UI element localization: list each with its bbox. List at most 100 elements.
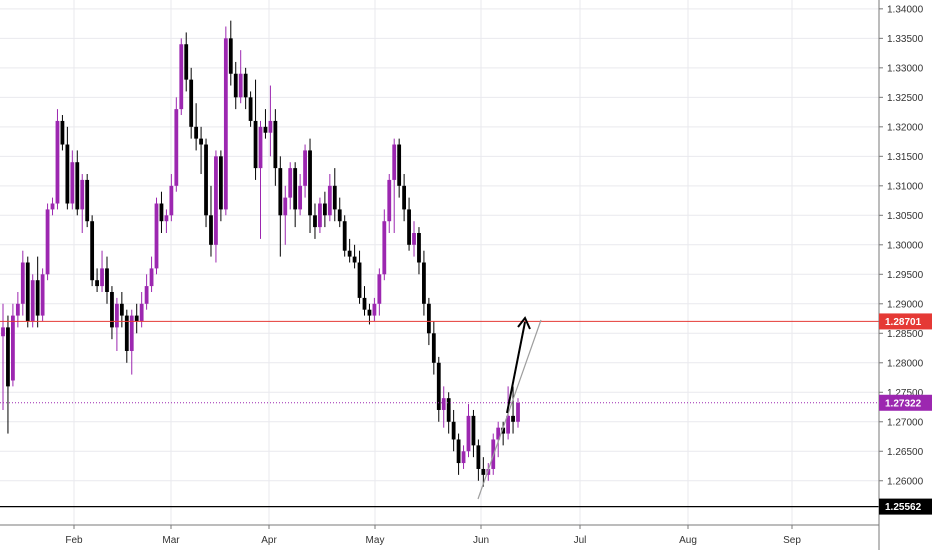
candle	[129, 309, 134, 375]
candle	[431, 321, 436, 375]
price-tick-label: 1.30500	[887, 211, 924, 222]
candle	[486, 463, 491, 481]
candle	[228, 20, 233, 86]
candle	[233, 61, 238, 110]
candle	[318, 197, 322, 234]
candle	[352, 244, 357, 269]
candle	[110, 286, 114, 340]
candle	[407, 197, 411, 251]
candle	[377, 268, 382, 316]
candle	[446, 392, 451, 434]
candle	[159, 191, 164, 234]
candle	[6, 315, 10, 434]
candle	[278, 156, 283, 257]
candle	[298, 174, 303, 216]
candle	[258, 120, 263, 239]
candle	[471, 409, 476, 458]
price-tick-label: 1.28000	[887, 358, 924, 369]
candle	[402, 174, 407, 222]
candle	[392, 138, 397, 234]
axes	[0, 0, 880, 550]
candle	[30, 274, 35, 328]
candle	[263, 109, 268, 139]
price-axis-ticks[interactable]: 1.34000 1.33500 1.33000 1.32500 1.32000 1.315…	[879, 4, 924, 487]
candle	[199, 126, 203, 175]
candle	[243, 67, 248, 110]
forecast-arrow-head	[517, 316, 531, 330]
price-tick-label: 1.33500	[887, 34, 924, 45]
candle	[35, 256, 40, 328]
price-tick-label: 1.26500	[887, 447, 924, 458]
candle	[332, 168, 337, 222]
candle	[119, 291, 124, 328]
trendline	[477, 319, 542, 500]
candle	[15, 291, 20, 328]
candle	[75, 150, 80, 216]
grid-lines	[0, 0, 879, 525]
horizontal-levels	[0, 320, 879, 508]
candle	[337, 197, 342, 228]
price-tick-label: 1.33000	[887, 63, 924, 74]
candle	[436, 356, 441, 422]
candle	[327, 174, 332, 222]
support-price-label: 1.25562	[879, 498, 932, 515]
candle	[154, 197, 159, 275]
candlestick-series	[1, 20, 520, 487]
candle	[357, 250, 362, 304]
time-tick-label: Jun	[473, 535, 489, 546]
price-tick-label: 1.32000	[887, 122, 924, 133]
price-tick-label: 1.34000	[887, 4, 924, 15]
candle	[288, 162, 293, 210]
candle	[313, 203, 317, 239]
candle	[184, 32, 189, 92]
time-tick-label: Jul	[574, 535, 587, 546]
candle	[451, 409, 456, 452]
candle	[105, 256, 109, 304]
time-axis-ticks[interactable]: Feb Mar Apr May Jun Jul Aug Sep	[65, 525, 801, 546]
candle	[45, 203, 50, 281]
price-tick-label: 1.26000	[887, 476, 924, 487]
candle	[218, 150, 223, 222]
time-tick-label: Aug	[679, 535, 697, 546]
price-tick-label: 1.27000	[887, 417, 924, 428]
price-labels: 1.28701 1.27322 1.25562	[879, 313, 932, 515]
time-tick-label: May	[366, 535, 385, 546]
candle	[496, 421, 501, 458]
candle	[65, 126, 70, 210]
candle	[214, 150, 218, 263]
candle	[209, 185, 213, 257]
candle	[412, 221, 416, 257]
candle	[417, 227, 421, 275]
candle	[100, 250, 104, 292]
candle	[174, 97, 179, 192]
candle	[60, 115, 65, 151]
candle	[70, 150, 75, 210]
candle	[144, 274, 149, 310]
price-tick-label: 1.31000	[887, 181, 924, 192]
time-tick-label: Sep	[783, 535, 801, 546]
candle	[362, 286, 367, 316]
candle	[283, 185, 288, 245]
candle	[308, 138, 312, 234]
candle	[238, 50, 243, 104]
time-tick-label: Feb	[65, 535, 83, 546]
candle	[204, 138, 208, 228]
resistance-price-label: 1.28701	[879, 313, 932, 330]
candle	[149, 256, 154, 292]
candle	[293, 162, 298, 228]
candle	[189, 67, 194, 139]
candle	[169, 174, 174, 222]
trend-annotation	[477, 316, 542, 500]
forecast-arrow	[506, 321, 526, 414]
candle	[90, 215, 95, 287]
candle	[40, 268, 45, 322]
candle	[164, 209, 169, 234]
candle	[85, 174, 90, 228]
candle	[134, 303, 139, 334]
candle	[55, 109, 60, 210]
candle	[501, 421, 506, 446]
candle	[456, 433, 461, 475]
candle	[516, 398, 520, 428]
candle	[461, 445, 466, 469]
